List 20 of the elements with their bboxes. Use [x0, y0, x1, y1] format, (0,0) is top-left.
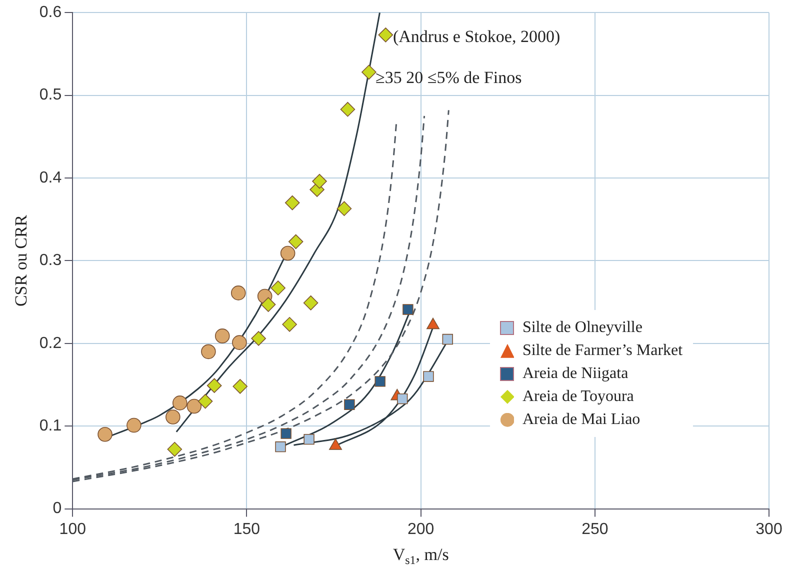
y-tick-label: 0.5 [39, 86, 62, 104]
x-tick-label: 300 [756, 520, 782, 538]
annotation: ≥35 20 ≤5% de Finos [376, 68, 522, 88]
annotation: (Andrus e Stokoe, 2000) [392, 26, 560, 46]
x-tick-label: 250 [582, 520, 608, 538]
y-tick-label: 0.1 [39, 418, 62, 435]
x-tick-label: 150 [233, 520, 260, 538]
y-axis-title: CSR ou CRR [12, 214, 31, 307]
y-tick-label: 0.3 [39, 252, 62, 270]
y-tick-label: 0.2 [39, 334, 62, 352]
legend-label: Silte de Farmer’s Market [522, 342, 683, 360]
legend-label: Silte de Olneyville [522, 318, 642, 337]
legend-label: Areia de Mai Liao [522, 410, 640, 429]
y-tick-label: 0.4 [39, 169, 62, 186]
legend-label: Areia de Toyoura [522, 388, 634, 406]
x-tick-label: 200 [407, 520, 434, 538]
x-tick-label: 100 [59, 520, 86, 538]
legend-label: Areia de Niigata [522, 364, 628, 383]
y-tick-label: 0.6 [39, 4, 62, 22]
y-tick-label: 0 [52, 500, 62, 518]
